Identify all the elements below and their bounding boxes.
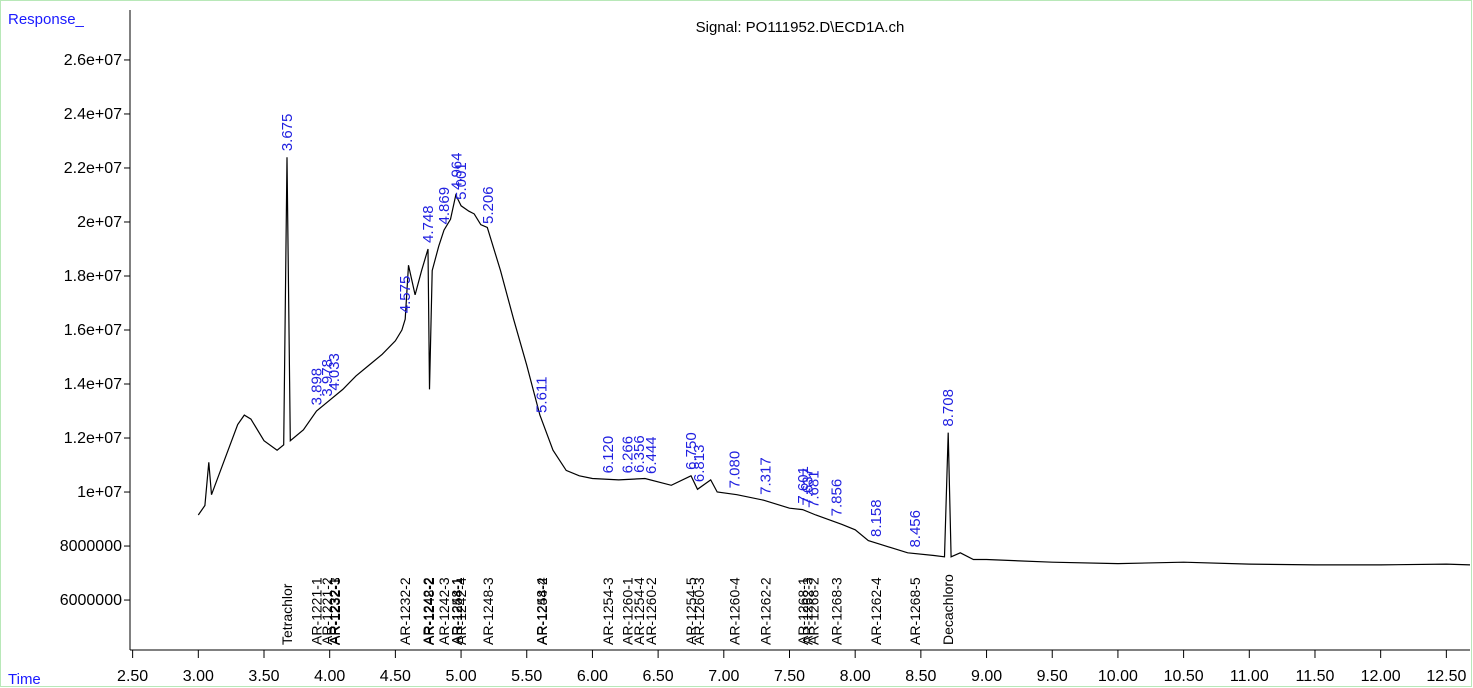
x-tick-label: 3.50 [248, 668, 279, 685]
peak-label: 5.001 [453, 162, 470, 200]
peak-label: 5.611 [533, 376, 550, 412]
x-tick-label: 4.00 [314, 668, 345, 685]
peak-label: 6.266 [619, 436, 636, 474]
compound-label: Tetrachlor [279, 583, 295, 645]
y-tick-label: 6000000 [60, 592, 122, 609]
peak-label: 4.575 [397, 276, 414, 314]
compound-label: AR-1262-2 [757, 577, 773, 645]
compound-label: AR-1248-1 [448, 577, 464, 645]
y-tick-label: 1e+07 [77, 484, 122, 501]
y-tick-label: 2.4e+07 [64, 106, 122, 123]
compound-label: AR-1254-4 [631, 577, 647, 645]
peak-label: 6.120 [600, 436, 617, 474]
x-tick-label: 2.50 [117, 668, 148, 685]
compound-label: AR-1232-1 [326, 577, 342, 645]
compound-label: AR-1248-2 [421, 577, 437, 645]
compound-label: AR-1254-3 [600, 577, 616, 645]
x-tick-label: 11.50 [1296, 668, 1335, 685]
compound-label: AR-1232-2 [397, 577, 413, 645]
x-tick-label: 9.50 [1037, 668, 1068, 685]
peak-label: 8.158 [868, 499, 885, 537]
x-tick-label: 6.00 [577, 668, 608, 685]
peak-label: 4.748 [420, 205, 437, 243]
compound-label: AR-1260-3 [691, 577, 707, 645]
y-axis-label: Response_ [8, 11, 85, 28]
peak-label: 7.601 [795, 466, 812, 504]
compound-label: AR-1242-2 [420, 577, 436, 645]
compound-label: AR-1262-4 [868, 577, 884, 645]
y-tick-label: 2.6e+07 [64, 52, 122, 69]
peak-label: 3.675 [279, 114, 296, 152]
peak-label: 4.869 [436, 187, 453, 225]
peak-label: 3.898 [308, 368, 325, 406]
y-tick-label: 2e+07 [77, 214, 122, 231]
compound-label: AR-1268-3 [828, 577, 844, 645]
compound-label: AR-1232-3 [327, 577, 343, 645]
x-tick-label: 10.00 [1098, 668, 1138, 685]
peak-label: 8.708 [940, 389, 957, 427]
y-tick-label: 1.4e+07 [64, 376, 122, 393]
compound-label: AR-1248-4 [533, 577, 549, 645]
compound-label: AR-1260-2 [643, 577, 659, 645]
peak-label: 8.456 [907, 510, 924, 548]
peak-label: 6.813 [691, 445, 708, 483]
peak-label: 3.978 [319, 359, 336, 397]
peak-label: 4.964 [448, 153, 465, 191]
compound-label: AR-1260-1 [619, 577, 635, 645]
peak-label: 7.856 [828, 479, 845, 517]
compound-label: AR-1254-2 [534, 577, 550, 645]
peak-label: 6.444 [643, 436, 660, 474]
y-tick-label: 1.8e+07 [64, 268, 122, 285]
peak-label: 7.681 [805, 470, 822, 508]
x-tick-label: 7.00 [708, 668, 739, 685]
compound-label: AR-1254-5 [683, 577, 699, 645]
compound-label: AR-1262-3 [799, 577, 815, 645]
x-tick-label: 4.50 [380, 668, 411, 685]
x-tick-label: 12.50 [1426, 668, 1466, 685]
x-tick-label: 3.00 [183, 668, 214, 685]
y-tick-label: 2.2e+07 [64, 160, 122, 177]
peak-label: 4.033 [326, 353, 343, 391]
x-tick-label: 11.00 [1230, 668, 1269, 685]
compound-label: Decachloro [940, 574, 956, 645]
compound-label: AR-1268-5 [907, 577, 923, 645]
peak-label: 5.206 [480, 186, 497, 224]
compound-label: AR-1268-2 [805, 577, 821, 645]
compound-label: AR-1260-4 [726, 577, 742, 645]
compound-label: AR-1221-2 [319, 577, 335, 645]
compound-label: AR-1242-3 [436, 577, 452, 645]
chart-title: Signal: PO111952.D\ECD1A.ch [696, 19, 905, 36]
compound-label: AR-1242-4 [453, 577, 469, 645]
x-tick-label: 8.50 [905, 668, 936, 685]
compound-label: AR-1254-1 [449, 577, 465, 645]
signal-trace [197, 157, 1471, 566]
x-tick-label: 7.50 [774, 668, 805, 685]
x-tick-label: 8.00 [840, 668, 871, 685]
x-tick-label: 12.00 [1361, 668, 1401, 685]
x-tick-label: 10.50 [1164, 668, 1204, 685]
peak-label: 7.317 [757, 457, 774, 495]
peak-label: 6.356 [631, 435, 648, 473]
y-tick-label: 1.2e+07 [64, 430, 122, 447]
x-axis-label: Time [8, 671, 41, 688]
peak-label: 7.080 [726, 451, 743, 489]
peak-label: 6.750 [683, 432, 700, 470]
x-tick-label: 5.50 [511, 668, 542, 685]
y-tick-label: 1.6e+07 [64, 322, 122, 339]
compound-label: AR-1268-1 [795, 577, 811, 645]
compound-label: AR-1221-1 [308, 577, 324, 645]
y-tick-label: 8000000 [60, 538, 122, 555]
x-tick-label: 9.00 [971, 668, 1002, 685]
x-tick-label: 6.50 [643, 668, 674, 685]
x-tick-label: 5.00 [445, 668, 476, 685]
compound-label: AR-1248-3 [480, 577, 496, 645]
peak-label: 7.637 [799, 468, 816, 506]
